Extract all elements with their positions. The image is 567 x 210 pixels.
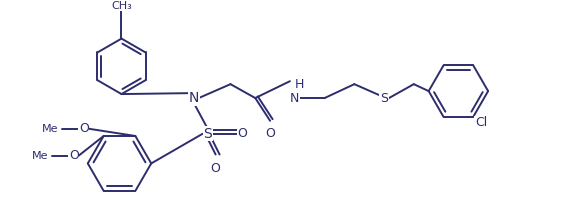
Text: CH₃: CH₃ xyxy=(111,1,132,11)
Text: O: O xyxy=(265,127,275,140)
Text: S: S xyxy=(380,92,388,105)
Text: N: N xyxy=(189,91,199,105)
Text: N: N xyxy=(290,92,299,105)
Text: Me: Me xyxy=(32,151,49,160)
Text: O: O xyxy=(79,122,89,135)
Text: O: O xyxy=(69,149,79,162)
Text: H: H xyxy=(295,78,304,91)
Text: O: O xyxy=(211,162,221,175)
Text: Cl: Cl xyxy=(475,116,487,129)
Text: Me: Me xyxy=(42,124,58,134)
Text: O: O xyxy=(238,127,247,140)
Text: S: S xyxy=(204,127,212,141)
